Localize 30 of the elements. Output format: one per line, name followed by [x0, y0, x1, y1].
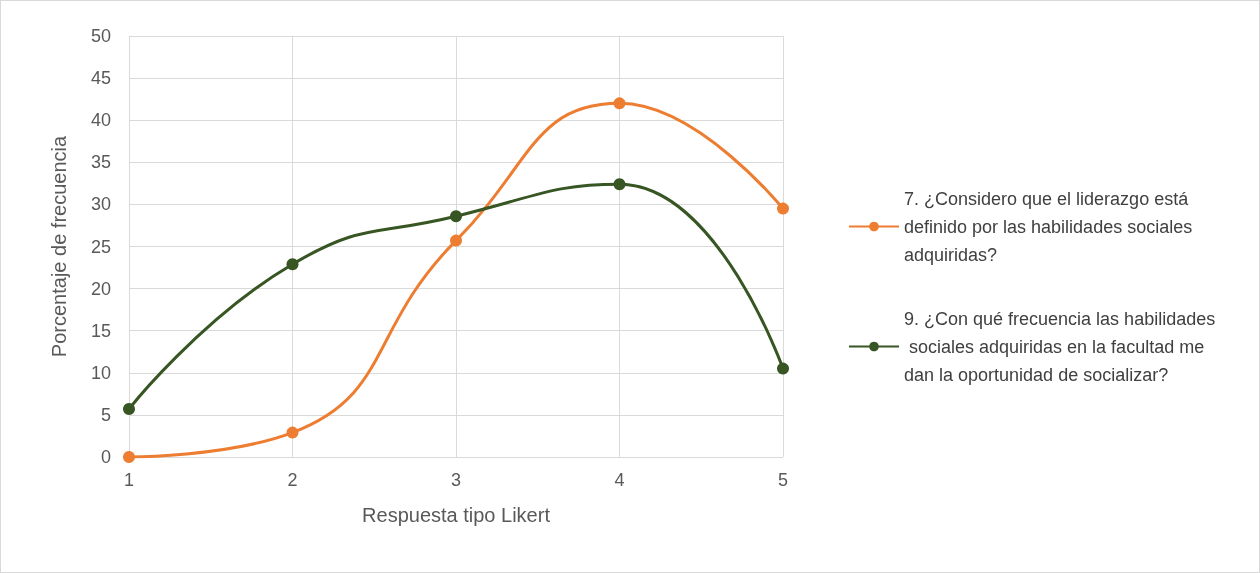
point [777, 362, 789, 375]
y-tick-label: 0 [100, 447, 111, 467]
x-tick-label: 4 [614, 470, 625, 490]
y-tick-label: 10 [90, 362, 111, 383]
y-tick-label: 45 [90, 68, 111, 89]
point [286, 426, 299, 439]
y-tick-label: 30 [90, 194, 111, 215]
x-tick-label: 2 [287, 470, 298, 490]
point [286, 258, 299, 271]
point [777, 202, 789, 215]
y-tick-label: 15 [90, 320, 111, 341]
y-tick-label: 25 [90, 236, 111, 257]
y-tick-label: 20 [90, 278, 111, 299]
point [123, 451, 135, 463]
point [613, 178, 626, 191]
y-tick-label: 5 [100, 404, 111, 425]
point [613, 97, 626, 110]
point [450, 210, 462, 223]
y-tick-label: 50 [90, 26, 111, 46]
x-tick-label: 5 [777, 470, 789, 490]
point [450, 234, 462, 247]
x-tick-label: 1 [123, 470, 135, 490]
y-tick-label: 35 [90, 152, 111, 173]
x-axis-title: Respuesta tipo Likert [362, 504, 551, 526]
x-tick-label: 3 [450, 470, 462, 490]
y-axis-title: Porcentaje de frecuencia [48, 135, 70, 358]
point [123, 403, 135, 415]
legend-label: 9. ¿Con qué frecuencia las habilidades sociales adquiridas en la facultad me dan la oportunidad de socializar? [904, 308, 1216, 385]
y-tick-label: 40 [90, 110, 111, 131]
legend-label: 7. ¿Considero que el liderazgo está definido por las habilidades sociales adquiridas? [904, 188, 1198, 265]
